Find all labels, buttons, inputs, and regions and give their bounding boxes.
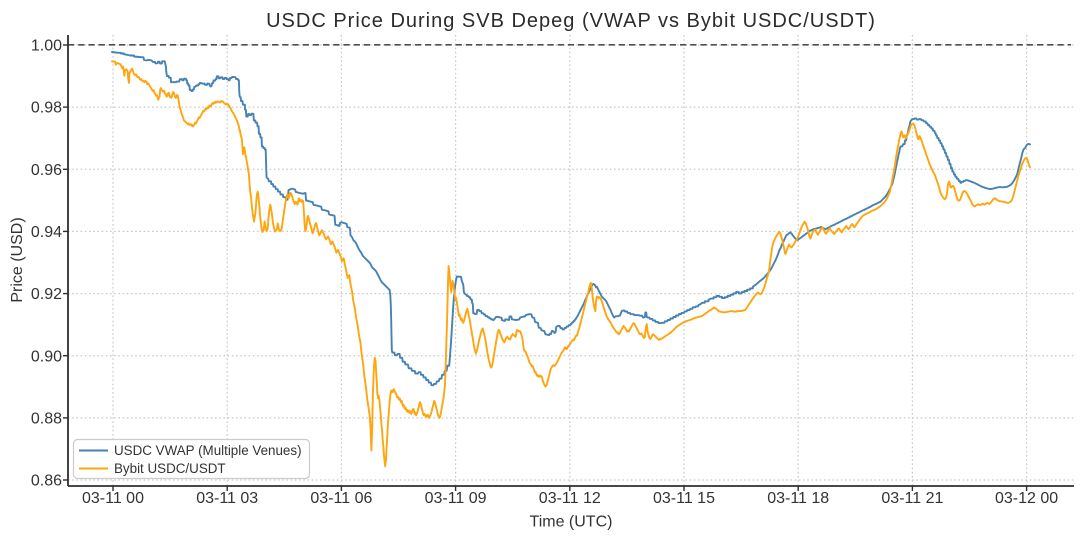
svg-text:0.86: 0.86 [31, 473, 62, 490]
svg-text:03-11 21: 03-11 21 [881, 490, 943, 507]
svg-text:1.00: 1.00 [31, 38, 62, 55]
svg-text:0.88: 0.88 [31, 411, 62, 428]
svg-text:Time (UTC): Time (UTC) [530, 514, 613, 531]
svg-text:USDC VWAP (Multiple Venues): USDC VWAP (Multiple Venues) [114, 443, 302, 458]
svg-text:03-11 15: 03-11 15 [653, 490, 715, 507]
svg-text:0.94: 0.94 [31, 224, 62, 241]
svg-text:Bybit USDC/USDT: Bybit USDC/USDT [114, 461, 226, 476]
svg-text:0.96: 0.96 [31, 162, 62, 179]
svg-text:0.98: 0.98 [31, 100, 62, 117]
svg-text:03-11 09: 03-11 09 [425, 490, 487, 507]
svg-text:03-11 03: 03-11 03 [196, 490, 258, 507]
svg-text:03-11 12: 03-11 12 [539, 490, 601, 507]
svg-text:03-11 00: 03-11 00 [82, 490, 144, 507]
svg-text:Price (USD): Price (USD) [9, 217, 26, 302]
svg-text:0.92: 0.92 [31, 286, 62, 303]
svg-text:USDC Price During SVB Depeg (V: USDC Price During SVB Depeg (VWAP vs Byb… [266, 10, 876, 32]
svg-text:03-11 06: 03-11 06 [310, 490, 372, 507]
svg-text:03-12 00: 03-12 00 [995, 490, 1058, 507]
svg-text:03-11 18: 03-11 18 [767, 490, 829, 507]
svg-text:0.90: 0.90 [31, 348, 62, 365]
